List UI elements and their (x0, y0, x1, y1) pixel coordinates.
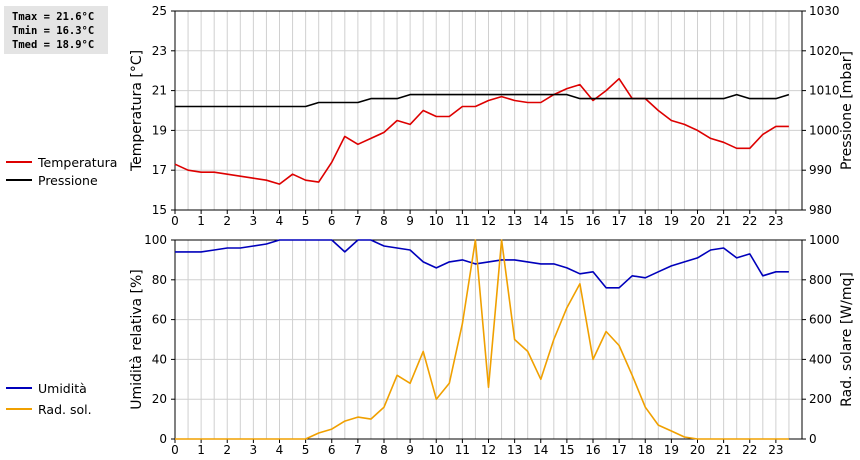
x-tick-label: 13 (507, 214, 522, 228)
x-tick-label: 1 (197, 214, 205, 228)
x-tick-label: 0 (171, 214, 179, 228)
y-left-tick-label: 80 (152, 273, 167, 287)
y-right-tick-label: 1000 (809, 123, 840, 137)
x-tick-label: 2 (223, 443, 231, 457)
x-tick-label: 23 (768, 214, 783, 228)
series-line-temperatura (174, 77, 789, 185)
x-tick-label: 9 (406, 214, 414, 228)
x-tick-label: 18 (638, 443, 653, 457)
x-tick-label: 12 (481, 214, 496, 228)
series-line-pressione (175, 93, 790, 108)
x-tick-label: 22 (742, 214, 757, 228)
x-tick-label: 7 (354, 214, 362, 228)
x-tick-label: 3 (250, 214, 258, 228)
x-tick-label: 16 (585, 443, 600, 457)
y-right-tick-label: 600 (809, 313, 832, 327)
x-tick-label: 10 (429, 214, 444, 228)
x-tick-label: 14 (533, 214, 548, 228)
legend-label-pressione: Pressione (38, 173, 98, 188)
x-tick-label: 4 (276, 443, 284, 457)
x-tick-label: 23 (768, 443, 783, 457)
x-tick-label: 8 (380, 214, 388, 228)
x-tick-label: 15 (559, 443, 574, 457)
y-right-axis-label: Rad. solare [W/mq] (839, 272, 855, 407)
x-tick-label: 1 (197, 443, 205, 457)
y-left-tick-label: 15 (152, 203, 167, 217)
stats-box: Tmax = 21.6°C Tmin = 16.3°C Tmed = 18.9°… (4, 6, 108, 54)
x-tick-label: 7 (354, 443, 362, 457)
x-tick-label: 11 (455, 214, 470, 228)
x-tick-label: 3 (250, 443, 258, 457)
x-tick-label: 13 (507, 443, 522, 457)
y-right-tick-label: 0 (809, 432, 817, 446)
x-tick-label: 16 (585, 214, 600, 228)
x-tick-label: 10 (429, 443, 444, 457)
x-tick-label: 19 (664, 214, 679, 228)
y-right-tick-label: 980 (809, 203, 832, 217)
x-tick-label: 14 (533, 443, 548, 457)
y-right-tick-label: 1020 (809, 44, 840, 58)
y-left-tick-label: 100 (144, 233, 167, 247)
x-tick-label: 4 (276, 214, 284, 228)
y-left-tick-label: 23 (152, 44, 167, 58)
y-right-tick-label: 1010 (809, 84, 840, 98)
y-left-tick-label: 19 (152, 123, 167, 137)
x-tick-label: 11 (455, 443, 470, 457)
y-right-axis-label: Pressione [mbar] (839, 51, 855, 170)
x-tick-label: 6 (328, 214, 336, 228)
x-tick-label: 21 (716, 214, 731, 228)
y-left-tick-label: 20 (152, 392, 167, 406)
x-tick-label: 17 (611, 214, 626, 228)
x-tick-label: 0 (171, 443, 179, 457)
x-tick-label: 21 (716, 443, 731, 457)
x-tick-label: 17 (611, 443, 626, 457)
y-right-tick-label: 1000 (809, 233, 840, 247)
y-left-axis-label: Temperatura [°C] (129, 50, 145, 172)
y-left-tick-label: 25 (152, 4, 167, 18)
y-left-tick-label: 60 (152, 313, 167, 327)
y-left-tick-label: 40 (152, 352, 167, 366)
y-right-tick-label: 990 (809, 163, 832, 177)
legend-label-umidit: Umidità (38, 381, 87, 396)
y-left-axis-label: Umidità relativa [%] (129, 269, 145, 410)
tmin-label: Tmin = 16.3°C (12, 25, 95, 37)
legend-label-rad-sol: Rad. sol. (38, 402, 92, 417)
x-tick-label: 18 (638, 214, 653, 228)
y-right-tick-label: 1030 (809, 4, 840, 18)
tmed-label: Tmed = 18.9°C (12, 39, 95, 51)
y-right-tick-label: 800 (809, 273, 832, 287)
tmax-label: Tmax = 21.6°C (12, 11, 95, 23)
x-tick-label: 6 (328, 443, 336, 457)
x-tick-label: 9 (406, 443, 414, 457)
series-line-rad-sol (175, 239, 789, 440)
x-tick-label: 19 (664, 443, 679, 457)
y-right-tick-label: 400 (809, 352, 832, 366)
x-tick-label: 5 (302, 443, 310, 457)
series-line-umidit (175, 239, 789, 289)
x-tick-label: 8 (380, 443, 388, 457)
y-right-tick-label: 200 (809, 392, 832, 406)
x-tick-label: 5 (302, 214, 310, 228)
x-tick-label: 20 (690, 443, 705, 457)
legend-label-temperatura: Temperatura (37, 155, 117, 170)
x-tick-label: 12 (481, 443, 496, 457)
x-tick-label: 2 (223, 214, 231, 228)
x-tick-label: 22 (742, 443, 757, 457)
y-left-tick-label: 17 (152, 163, 167, 177)
y-left-tick-label: 21 (152, 84, 167, 98)
x-tick-label: 20 (690, 214, 705, 228)
x-tick-label: 15 (559, 214, 574, 228)
y-left-tick-label: 0 (159, 432, 167, 446)
